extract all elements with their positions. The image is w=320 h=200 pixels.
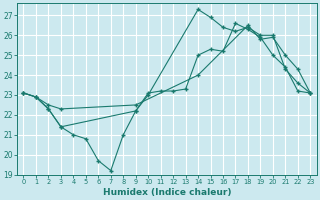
X-axis label: Humidex (Indice chaleur): Humidex (Indice chaleur) xyxy=(103,188,231,197)
